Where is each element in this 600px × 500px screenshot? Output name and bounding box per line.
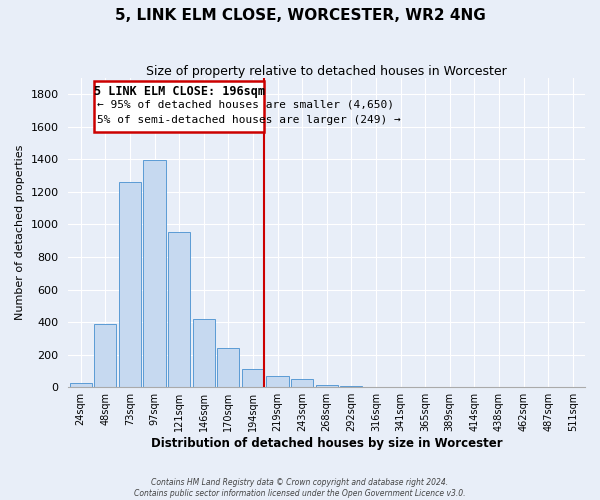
Bar bbox=[94, 324, 116, 387]
X-axis label: Distribution of detached houses by size in Worcester: Distribution of detached houses by size … bbox=[151, 437, 503, 450]
Bar bbox=[340, 386, 362, 387]
Bar bbox=[193, 319, 215, 387]
Bar bbox=[143, 160, 166, 387]
Bar bbox=[316, 385, 338, 387]
Bar bbox=[217, 348, 239, 387]
Bar bbox=[266, 376, 289, 387]
Bar bbox=[291, 379, 313, 387]
Text: 5% of semi-detached houses are larger (249) →: 5% of semi-detached houses are larger (2… bbox=[97, 116, 400, 126]
Bar bbox=[168, 232, 190, 387]
Y-axis label: Number of detached properties: Number of detached properties bbox=[15, 145, 25, 320]
Text: 5 LINK ELM CLOSE: 196sqm: 5 LINK ELM CLOSE: 196sqm bbox=[94, 84, 265, 98]
Bar bbox=[242, 370, 264, 387]
Text: ← 95% of detached houses are smaller (4,650): ← 95% of detached houses are smaller (4,… bbox=[97, 99, 394, 109]
Text: Contains HM Land Registry data © Crown copyright and database right 2024.
Contai: Contains HM Land Registry data © Crown c… bbox=[134, 478, 466, 498]
Bar bbox=[119, 182, 141, 387]
Title: Size of property relative to detached houses in Worcester: Size of property relative to detached ho… bbox=[146, 65, 507, 78]
Text: 5, LINK ELM CLOSE, WORCESTER, WR2 4NG: 5, LINK ELM CLOSE, WORCESTER, WR2 4NG bbox=[115, 8, 485, 22]
FancyBboxPatch shape bbox=[94, 82, 264, 132]
Bar bbox=[70, 383, 92, 387]
